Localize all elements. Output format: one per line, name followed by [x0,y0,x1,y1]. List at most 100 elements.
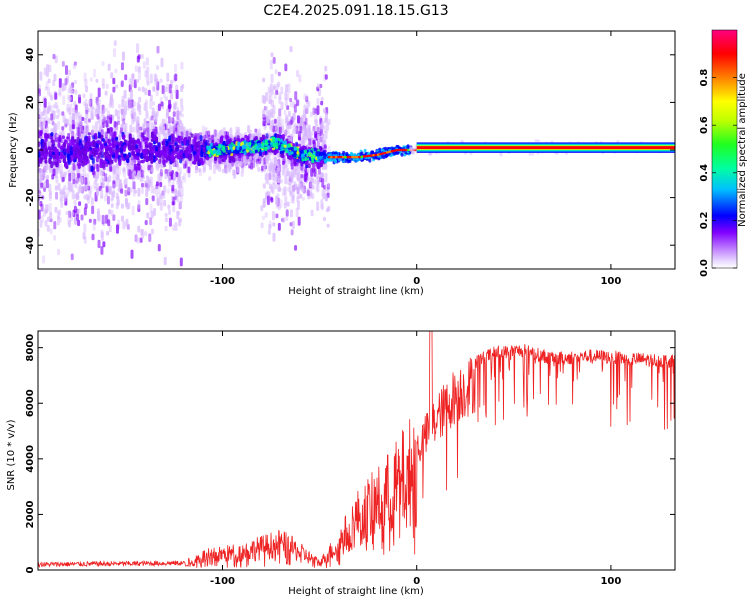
spectrogram-cell [322,108,326,113]
spectrogram-cell [94,175,98,185]
spectrogram-cell [170,133,174,141]
spectrogram-cell [141,229,145,239]
spectrogram-cell [241,167,245,173]
spectrogram-cell [149,99,153,110]
spectrogram-cell [311,193,315,200]
spectrogram-cell [321,178,325,188]
spectrogram-cell [283,186,287,196]
spectrogram-cell [294,91,298,101]
spectrogram-cell [172,111,176,117]
spectrogram-cell [46,64,50,71]
spectrogram-cell [147,156,151,162]
spectrogram-cell [132,112,136,122]
spectrogram-cell [85,128,89,136]
spectrogram-cell [144,219,148,226]
spectrogram-cell [172,224,176,231]
spectrogram-cell [95,128,99,135]
spectrogram-cell [154,113,158,122]
spectrogram-cell [101,61,105,67]
spectrogram-cell [126,154,130,158]
spectrogram-cell [193,161,197,165]
spectrogram-cell [167,174,171,183]
spectrogram-cell [130,249,134,259]
spectrogram-cell [208,176,212,182]
spectrogram-cell [318,173,322,181]
spectrogram-cell [39,192,43,199]
spectrogram-cell [159,96,163,102]
spectrogram-cell [124,197,128,208]
spectrogram-cell [107,110,111,115]
spectrogram-cell [174,147,178,152]
spectrogram-cell [321,132,325,137]
spectrogram-cell [42,117,46,126]
spectrogram-cell [149,217,153,226]
spectrogram-cell [296,70,300,78]
spectrogram-cell [104,142,108,147]
spectrogram-cell [262,77,266,83]
spectrogram-cell [287,186,291,192]
spectrogram-cell [44,220,48,227]
spectrogram-cell [84,117,88,124]
spectrogram-cell [71,190,75,200]
spectrogram-cell [85,85,89,93]
spectrogram-cell [280,101,284,110]
spectrogram-cell [228,156,232,163]
spectrogram-cell [272,232,276,242]
spectrogram-cell [181,146,185,150]
spectrogram-cell [284,91,288,101]
spectrogram-cell [38,84,41,90]
spectrogram-cell [272,222,276,227]
spectrogram-cell [109,117,113,124]
spectrogram-cell [104,90,108,96]
spectrogram-cell [309,111,313,118]
spectrogram-cell [89,185,93,193]
spectrogram-cell [66,75,70,84]
spectrogram-cell [39,174,43,184]
spectrogram-cell [89,92,93,100]
spectrogram-cell [180,180,184,189]
spectrogram-cell [127,97,131,108]
spectrogram-cell [274,183,278,190]
spectrogram-cell [85,109,89,115]
spectrogram-cell [145,144,149,148]
spectrogram-cell [168,99,172,110]
spectrogram-cell [260,222,264,229]
spectrogram-cell [289,97,293,103]
spectrogram-cell [118,165,122,175]
spectrogram-cell [262,119,266,127]
spectrogram-cell [120,203,124,209]
spectrogram-cell [302,181,306,187]
spectrogram-cell [96,188,100,197]
spectrogram-cell [86,124,90,134]
spectrogram-cell [307,101,311,108]
spectrogram-cell [148,117,152,123]
spectrogram-cell [285,216,289,221]
spectrogram-cell [178,200,182,210]
spectrogram-cell [265,171,269,177]
spectrogram-cell [164,168,168,175]
spectrogram-cell [169,171,173,177]
spectrogram-cell [282,187,286,197]
spectrogram-cell [102,109,106,114]
spectrogram-cell [89,109,93,120]
spectrogram-cell [122,108,126,117]
spectrogram-cell [123,179,127,185]
spectrogram-cell [287,155,291,160]
spectrogram-cell [76,150,80,155]
spectrogram-cell [110,209,114,217]
spectrogram-cell [175,84,179,92]
spectrogram-cell [97,87,101,98]
spectrogram-cell [325,208,329,213]
spectrogram-cell [112,77,116,85]
spectrogram-cell [192,150,196,156]
spectrogram-cell [97,105,101,110]
spectrogram-cell [145,197,149,206]
spectrogram-cell [140,54,144,59]
spectrogram-cell [313,179,317,185]
spectrogram-cell [277,222,281,231]
spectrogram-cell [73,62,77,68]
spectrogram-cell [59,145,63,150]
spectrogram-cell [272,111,276,119]
spectrogram-cell [97,239,101,249]
